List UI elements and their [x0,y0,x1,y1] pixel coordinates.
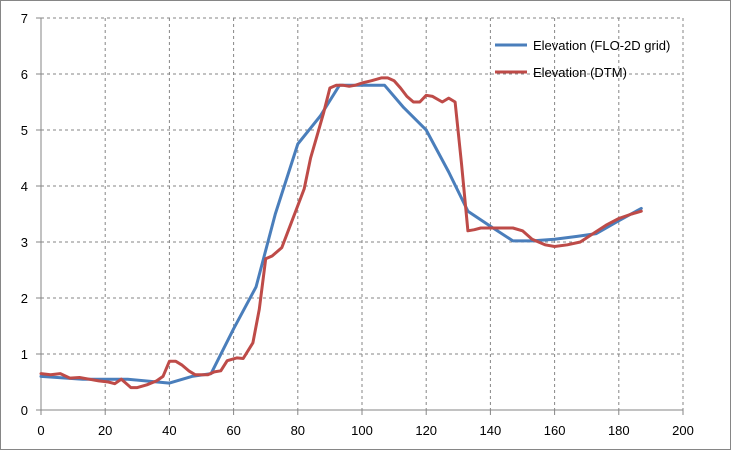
y-tick-label: 0 [21,403,28,418]
legend-label: Elevation (DTM) [533,65,627,80]
x-tick-label: 40 [162,423,176,438]
y-tick-label: 3 [21,235,28,250]
y-tick-label: 2 [21,291,28,306]
legend: Elevation (FLO-2D grid) Elevation (DTM) [495,38,670,80]
legend-label: Elevation (FLO-2D grid) [533,38,670,53]
x-tick-label: 80 [291,423,305,438]
y-tick-label: 5 [21,123,28,138]
x-tick-label: 20 [98,423,112,438]
x-tick-label: 160 [544,423,566,438]
x-tick-label: 60 [226,423,240,438]
axes [36,17,684,415]
x-tick-label: 200 [672,423,694,438]
y-tick-label: 6 [21,67,28,82]
x-tick-label: 0 [37,423,44,438]
series-line-1 [39,76,643,390]
series-lines [39,76,643,390]
x-tick-label: 180 [608,423,630,438]
x-tick-label: 120 [415,423,437,438]
y-tick-label: 7 [21,11,28,26]
y-tick-label: 1 [21,347,28,362]
y-tick-label: 4 [21,179,28,194]
x-tick-label: 100 [351,423,373,438]
tick-labels: 0 1 2 3 4 5 6 7 0 20 40 60 80 100 120 140 160 180 200 [21,11,694,438]
x-tick-label: 140 [480,423,502,438]
